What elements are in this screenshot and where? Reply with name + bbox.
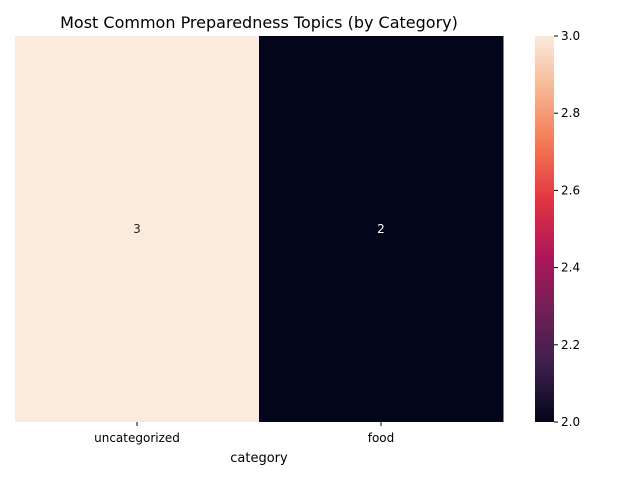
colorbar-tick-label: 2.6 xyxy=(561,183,580,197)
colorbar-tick-label: 2.2 xyxy=(561,338,580,352)
x-tick-label: food xyxy=(368,431,395,445)
colorbar-tick-label: 3.0 xyxy=(561,29,580,43)
heatmap-cell xyxy=(259,36,504,422)
colorbar-tick-label: 2.4 xyxy=(561,261,580,275)
chart-title: Most Common Preparedness Topics (by Cate… xyxy=(60,13,458,32)
cell-value-label: 3 xyxy=(133,222,141,236)
x-axis: uncategorized food xyxy=(94,422,394,445)
cell-value-label: 2 xyxy=(377,222,385,236)
colorbar xyxy=(535,36,554,422)
x-axis-label: category xyxy=(230,451,288,466)
colorbar-tick-label: 2.8 xyxy=(561,106,580,120)
colorbar-tick-label: 2.0 xyxy=(561,415,580,429)
colorbar-ticks: 2.0 2.2 2.4 2.6 2.8 3.0 xyxy=(554,29,580,429)
x-tick-label: uncategorized xyxy=(94,431,180,445)
heatmap-cell xyxy=(15,36,260,422)
